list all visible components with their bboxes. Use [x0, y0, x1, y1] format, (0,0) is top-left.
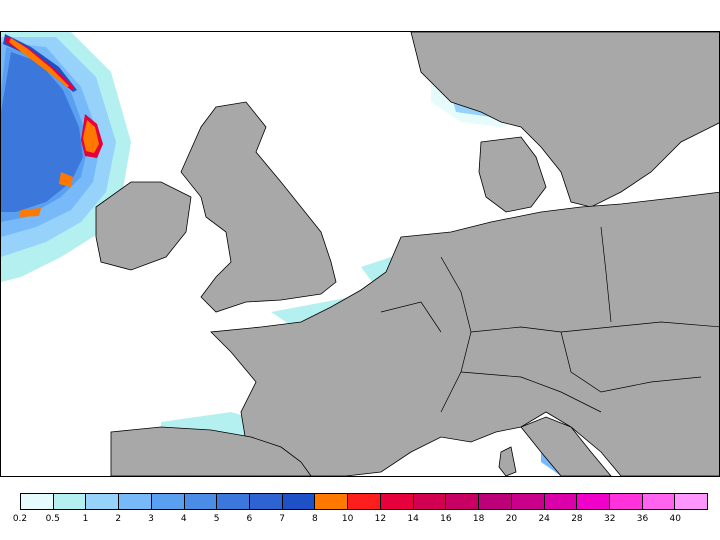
legend-swatch — [119, 494, 152, 509]
legend-tick-label: 3 — [148, 514, 154, 524]
legend-swatch — [675, 494, 708, 509]
legend-swatch — [380, 494, 414, 509]
legend-swatch — [21, 494, 54, 509]
legend-tick-label: 28 — [571, 514, 583, 524]
legend-tick-label: 8 — [311, 514, 318, 524]
legend-tick-label: 0.2 — [12, 514, 28, 524]
legend-swatch — [642, 494, 676, 509]
precipitation-map — [0, 31, 720, 477]
legend-tick-label: 7 — [279, 514, 285, 524]
legend-swatch — [282, 494, 316, 509]
legend-swatch — [53, 494, 87, 509]
legend-swatch — [151, 494, 185, 509]
land-layer — [95, 32, 719, 476]
legend-tick-label: 5 — [213, 514, 220, 524]
legend-swatch — [413, 494, 447, 509]
legend-tick-label: 12 — [374, 514, 387, 524]
legend-color-bar — [20, 493, 708, 510]
legend-swatch — [577, 494, 610, 509]
legend-tick-label: 36 — [636, 514, 649, 524]
legend-tick-label: 20 — [505, 514, 518, 524]
legend-tick-label: 1 — [82, 514, 89, 524]
legend-swatch — [511, 494, 545, 509]
legend-tick-label: 24 — [538, 514, 550, 524]
color-legend: 0.2 0.5 1 2 3 4 5 6 7 8 10 12 14 16 18 20 24 28 32 36 40 — [0, 490, 720, 540]
legend-tick-label: 18 — [472, 514, 485, 524]
legend-swatch — [315, 494, 349, 509]
legend-swatch — [479, 494, 512, 509]
legend-swatch — [446, 494, 480, 509]
legend-tick-label: 4 — [180, 514, 187, 524]
legend-tick-label: 32 — [603, 514, 616, 524]
legend-tick-label: 10 — [341, 514, 354, 524]
legend-swatch — [86, 494, 120, 509]
legend-swatch — [609, 494, 643, 509]
legend-tick-label: 40 — [669, 514, 681, 524]
legend-tick-label: 14 — [407, 514, 419, 524]
legend-tick-label: 2 — [115, 514, 122, 524]
legend-swatch — [250, 494, 283, 509]
country-borders — [380, 226, 719, 413]
legend-swatch — [184, 494, 218, 509]
legend-swatch — [544, 494, 578, 509]
legend-tick-label: 16 — [440, 514, 452, 524]
legend-swatch — [217, 494, 251, 509]
legend-swatch — [348, 494, 381, 509]
legend-tick-label: 0.5 — [45, 514, 60, 524]
legend-tick-label: 6 — [246, 514, 253, 524]
